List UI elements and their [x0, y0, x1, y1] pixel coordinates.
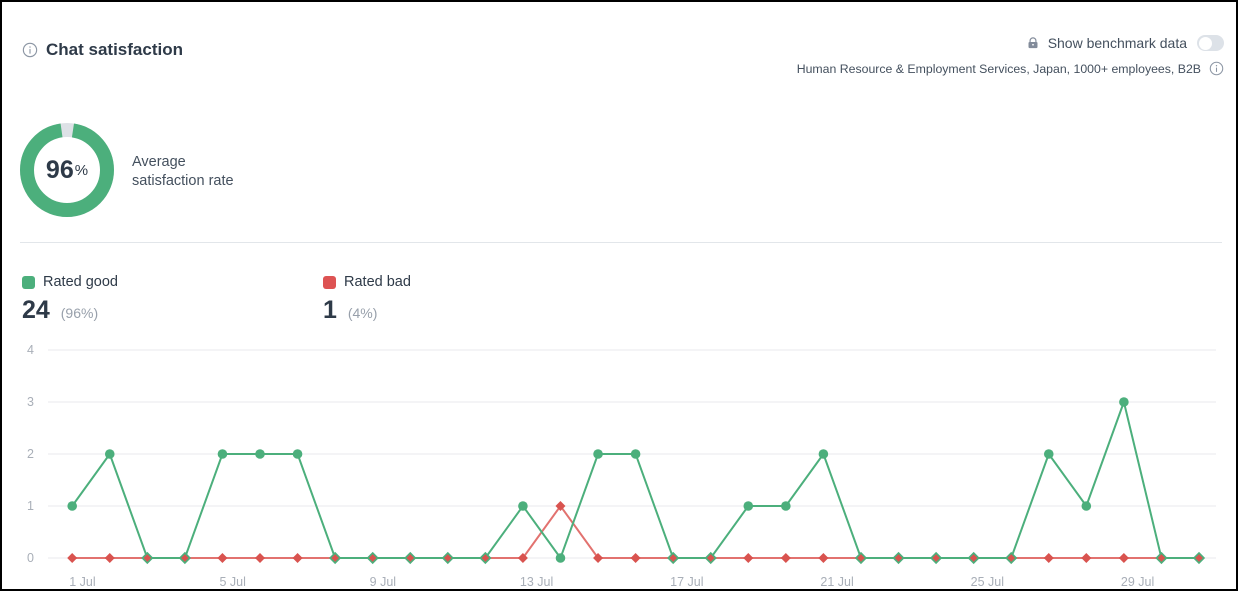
svg-text:2: 2 — [27, 447, 34, 461]
svg-text:3: 3 — [27, 395, 34, 409]
svg-text:1: 1 — [27, 499, 34, 513]
svg-text:4: 4 — [27, 343, 34, 357]
svg-text:0: 0 — [27, 551, 34, 565]
svg-text:9 Jul: 9 Jul — [370, 575, 396, 589]
svg-text:5 Jul: 5 Jul — [219, 575, 245, 589]
svg-text:29 Jul: 29 Jul — [1121, 575, 1154, 589]
svg-text:1 Jul: 1 Jul — [69, 575, 95, 589]
svg-text:25 Jul: 25 Jul — [971, 575, 1004, 589]
svg-text:17 Jul: 17 Jul — [670, 575, 703, 589]
svg-text:13 Jul: 13 Jul — [520, 575, 553, 589]
svg-text:21 Jul: 21 Jul — [820, 575, 853, 589]
